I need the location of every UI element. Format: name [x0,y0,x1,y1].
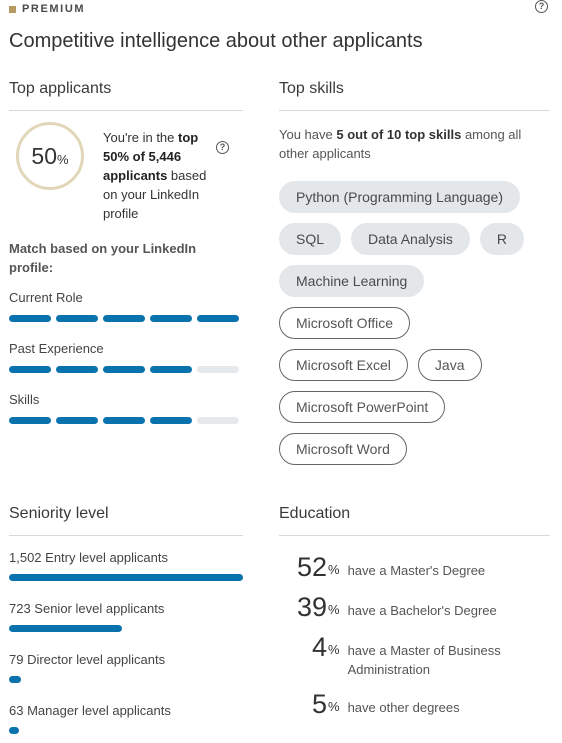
skills-desc-bold: 5 out of 10 top skills [336,127,462,142]
bar-segment-filled [197,315,239,322]
seniority-label: 79 Director level applicants [9,652,166,667]
education-label: have a Bachelor's Degree [347,603,497,618]
top-applicants-heading: Top applicants [9,80,112,97]
page-title: Competitive intelligence about other app… [9,30,423,52]
education-item: 39% have a Bachelor's Degree [279,593,549,627]
premium-badge: PREMIUM [9,2,85,16]
metric-bar [9,417,239,424]
bar-segment-filled [103,417,145,424]
skill-chip-matched[interactable]: R [479,223,524,255]
bar-segment-filled [9,315,51,322]
seniority-label: 63 Manager level applicants [9,703,171,718]
bar-segment-filled [150,315,192,322]
education-percent-sign: % [328,699,340,714]
metric-label: Past Experience [9,341,104,356]
chip-row: Microsoft Word [279,433,549,465]
divider [9,110,243,111]
skill-chip-matched[interactable]: Data Analysis [351,223,470,255]
rank-text-pre: You're in the [103,130,179,145]
chip-row: Microsoft Excel Java [279,349,549,381]
education-percent-number: 39 [296,592,327,622]
divider [279,110,550,111]
education-heading: Education [279,505,351,522]
bar-segment-filled [150,366,192,373]
percentile-number: 50 [31,142,58,169]
skill-chip-matched[interactable]: Machine Learning [279,265,425,297]
education-label: have a Master of Business Administration [347,643,501,677]
help-button[interactable]: ? [535,0,548,14]
seniority-bar [9,625,122,632]
skill-chip-missing[interactable]: Microsoft Excel [279,349,408,381]
education-item: 52% have a Master's Degree [279,553,549,587]
bar-segment-filled [103,315,145,322]
percentile-ring: 50% [16,122,84,190]
divider [279,535,550,536]
skill-chips: Python (Programming Language) SQL Data Ana… [279,181,549,475]
skill-chip-matched[interactable]: Python (Programming Language) [279,181,521,213]
education-percent-sign: % [328,642,340,657]
seniority-label: 1,502 Entry level applicants [9,550,168,565]
skill-chip-missing[interactable]: Java [417,349,482,381]
chip-row: Microsoft Office [279,307,549,339]
bar-segment-filled [150,417,192,424]
question-circle-icon[interactable]: ? [535,0,548,13]
rank-text-post: based on your LinkedIn profile [103,168,207,221]
bar-segment-filled [56,366,98,373]
skill-chip-matched[interactable]: SQL [279,223,342,255]
metric-bar [9,366,239,373]
education-percent-sign: % [328,602,340,617]
skills-desc-pre: You have [279,127,337,142]
bar-segment-empty [197,417,239,424]
education-item: 5% have other degrees [279,690,549,724]
chip-row: Microsoft PowerPoint [279,391,549,423]
bar-segment-empty [197,366,239,373]
seniority-bar [9,676,21,683]
bar-segment-filled [103,366,145,373]
seniority-label: 723 Senior level applicants [9,601,165,616]
metric-label: Current Role [9,290,83,305]
percentile-sign: % [57,151,69,167]
premium-square-icon [9,5,16,13]
premium-label: PREMIUM [22,3,86,15]
seniority-bar [9,574,243,581]
education-item: 4% have a Master of Business Administrati… [279,633,549,679]
metric-label: Skills [9,392,40,407]
rank-description: You're in the top 50% of 5,446 applicant… [103,128,223,223]
chip-row: Machine Learning [279,265,549,297]
bar-segment-filled [9,417,51,424]
education-label: have a Master's Degree [347,563,486,578]
rank-help-button[interactable]: ? [216,137,229,155]
bar-segment-filled [56,417,98,424]
education-percent-sign: % [328,562,340,577]
skill-chip-missing[interactable]: Microsoft Word [279,433,407,465]
chip-row: SQL Data Analysis R [279,223,549,255]
education-percent-number: 4 [311,632,327,662]
education-percent-number: 52 [296,552,327,582]
chip-row: Python (Programming Language) [279,181,549,213]
bar-segment-filled [9,366,51,373]
match-label: Match based on your LinkedIn profile: [9,241,197,275]
rank-text-bold: top 50% of 5,446 applicants [103,130,199,183]
education-percent-number: 5 [311,689,327,719]
divider [9,535,243,536]
metric-bar [9,315,239,322]
question-circle-icon[interactable]: ? [216,141,229,154]
bar-segment-filled [56,315,98,322]
seniority-bar [9,727,19,734]
top-skills-heading: Top skills [279,80,344,97]
education-label: have other degrees [347,700,460,715]
skill-chip-missing[interactable]: Microsoft PowerPoint [279,391,446,423]
skill-chip-missing[interactable]: Microsoft Office [279,307,410,339]
skills-desc-post: among all other applicants [279,127,522,161]
skills-description: You have 5 out of 10 top skills among al… [279,125,549,163]
seniority-heading: Seniority level [9,505,109,522]
